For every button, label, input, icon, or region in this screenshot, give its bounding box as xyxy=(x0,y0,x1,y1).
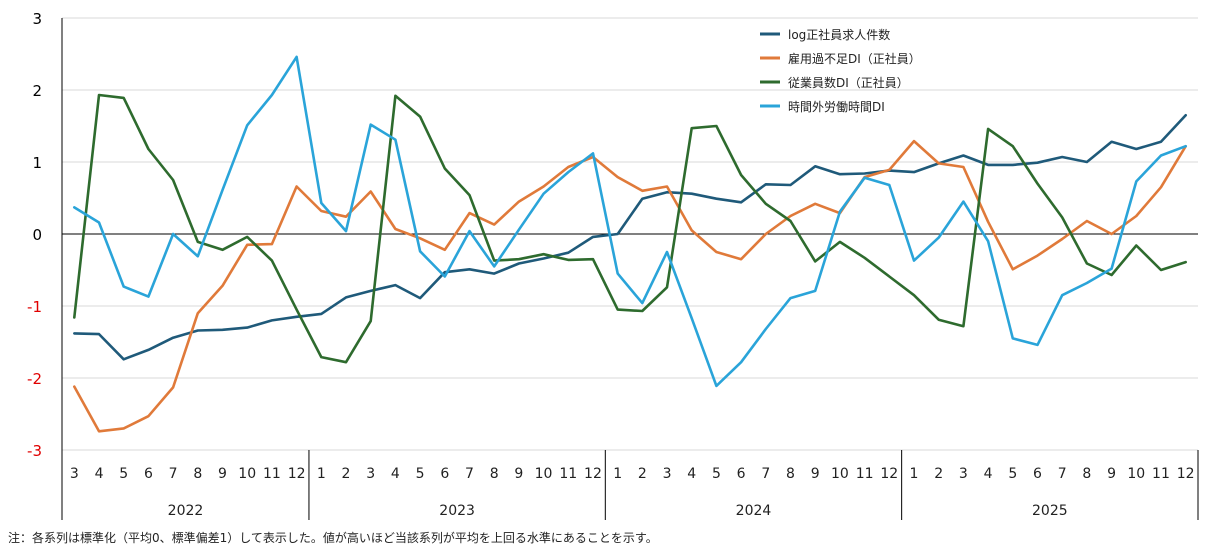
x-tick-label: 6 xyxy=(1033,466,1042,482)
x-tick-label: 2 xyxy=(342,466,351,482)
y-tick-label: 0 xyxy=(32,226,42,244)
x-tick-label: 5 xyxy=(712,466,721,482)
x-tick-label: 11 xyxy=(559,466,577,482)
x-tick-label: 4 xyxy=(984,466,993,482)
x-tick-label: 11 xyxy=(1152,466,1170,482)
x-tick-label: 8 xyxy=(193,466,202,482)
gridlines xyxy=(62,17,1198,451)
legend-label: 時間外労働時間DI xyxy=(788,100,885,114)
x-tick-label: 8 xyxy=(1082,466,1091,482)
x-tick-label: 4 xyxy=(391,466,400,482)
x-tick-label: 10 xyxy=(238,466,256,482)
year-label: 2022 xyxy=(168,503,204,519)
x-tick-label: 3 xyxy=(70,466,79,482)
y-tick-label: 3 xyxy=(32,10,42,28)
x-tick-label: 11 xyxy=(263,466,281,482)
x-tick-label: 6 xyxy=(144,466,153,482)
x-axis-month-labels: 3 4 5 6 7 8 9 10 11 12 1 2 3 4 5 6 7 8 9 10 11 12 1 2 3 4 5 6 7 8 9 10 1… xyxy=(70,466,1195,482)
legend-label: 雇用過不足DI（正社員） xyxy=(788,51,921,66)
legend-label: 従業員数DI（正社員） xyxy=(788,75,909,90)
x-tick-label: 9 xyxy=(1107,466,1116,482)
series-line-4 xyxy=(73,55,1187,388)
x-tick-label: 12 xyxy=(1177,466,1195,482)
x-tick-label: 9 xyxy=(514,466,523,482)
x-tick-label: 10 xyxy=(1127,466,1145,482)
x-axis-year-labels: 2022 2023 2024 2025 xyxy=(168,503,1068,519)
x-tick-label: 7 xyxy=(169,466,178,482)
x-tick-label: 1 xyxy=(613,466,622,482)
x-tick-label: 9 xyxy=(811,466,820,482)
x-tick-label: 4 xyxy=(687,466,696,482)
x-tick-label: 2 xyxy=(638,466,647,482)
y-tick-label: -2 xyxy=(27,370,42,388)
footnote: 注：各系列は標準化（平均0、標準偏差1）して表示した。値が高いほど当該系列が平均… xyxy=(8,531,658,545)
x-tick-label: 3 xyxy=(366,466,375,482)
x-tick-label: 7 xyxy=(1058,466,1067,482)
x-tick-label: 9 xyxy=(218,466,227,482)
year-label: 2025 xyxy=(1032,503,1068,519)
x-tick-label: 4 xyxy=(95,466,104,482)
x-tick-label: 12 xyxy=(288,466,306,482)
year-label: 2024 xyxy=(736,503,772,519)
y-tick-label: -3 xyxy=(27,442,42,460)
x-tick-label: 6 xyxy=(440,466,449,482)
series-line-3 xyxy=(73,93,1187,364)
x-tick-label: 6 xyxy=(737,466,746,482)
x-tick-label: 3 xyxy=(663,466,672,482)
x-tick-label: 5 xyxy=(119,466,128,482)
x-tick-label: 12 xyxy=(880,466,898,482)
y-tick-label: 2 xyxy=(32,82,42,100)
x-tick-label: 1 xyxy=(317,466,326,482)
x-tick-label: 3 xyxy=(959,466,968,482)
x-tick-label: 2 xyxy=(934,466,943,482)
x-tick-label: 8 xyxy=(490,466,499,482)
x-tick-label: 12 xyxy=(584,466,602,482)
x-tick-label: 5 xyxy=(416,466,425,482)
x-tick-label: 7 xyxy=(761,466,770,482)
x-tick-label: 7 xyxy=(465,466,474,482)
year-label: 2023 xyxy=(439,503,475,519)
x-tick-label: 8 xyxy=(786,466,795,482)
x-tick-label: 10 xyxy=(535,466,553,482)
series-line-2 xyxy=(73,139,1187,433)
x-tick-label: 1 xyxy=(910,466,919,482)
x-tick-label: 11 xyxy=(856,466,874,482)
series-lines xyxy=(73,55,1187,433)
x-tick-label: 5 xyxy=(1008,466,1017,482)
y-tick-label: -1 xyxy=(27,298,42,316)
x-tick-label: 10 xyxy=(831,466,849,482)
series-line-1 xyxy=(73,113,1187,361)
legend-label: log正社員求人件数 xyxy=(788,27,890,42)
y-tick-label: 1 xyxy=(32,154,42,172)
